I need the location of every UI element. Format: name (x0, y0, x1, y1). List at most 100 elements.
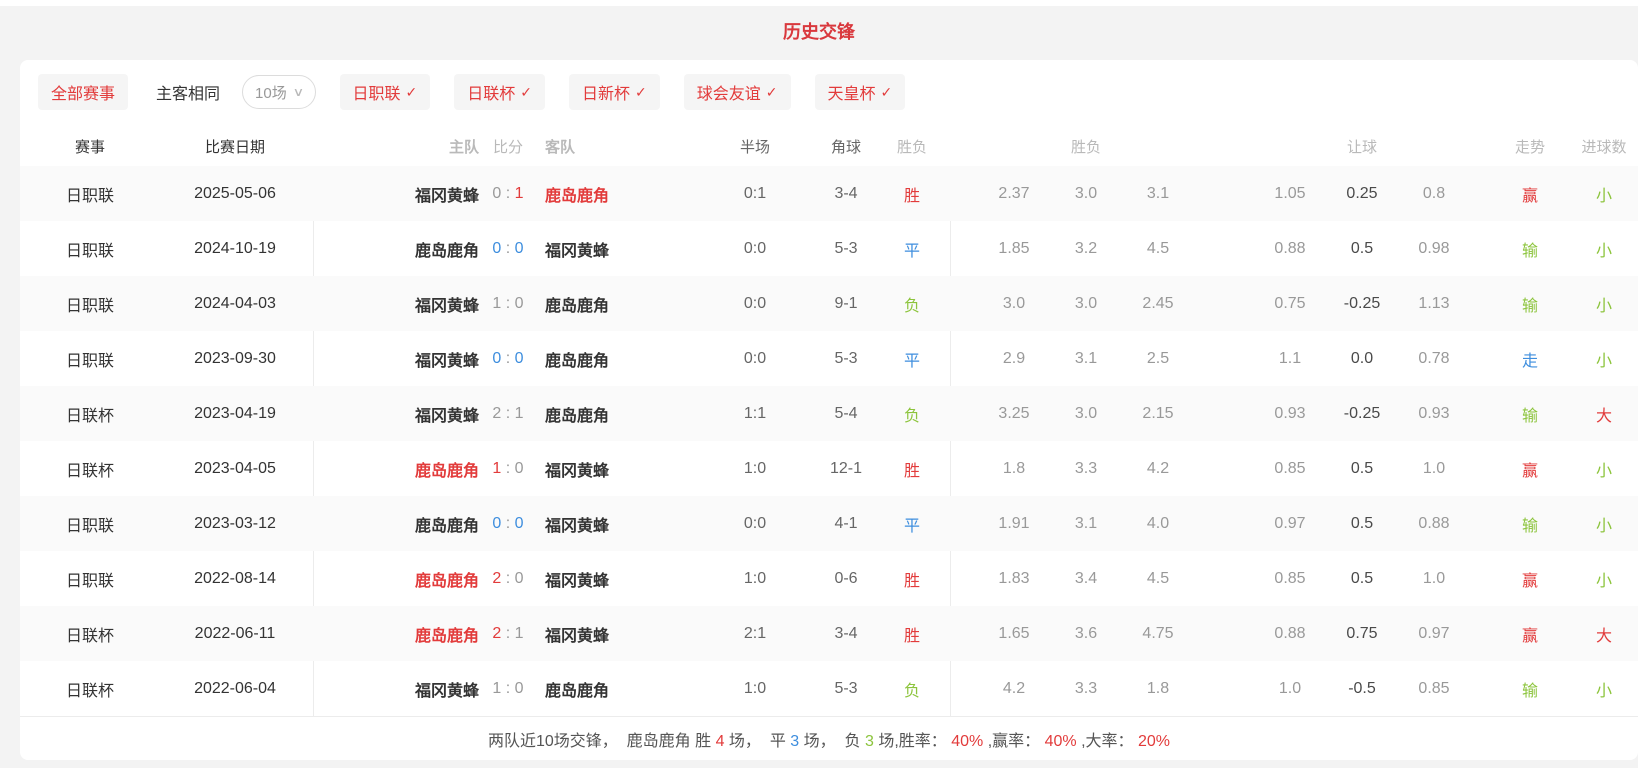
top-strip (0, 0, 1638, 6)
odds-draw: 3.2 (1074, 239, 1098, 257)
match-row[interactable]: 日联杯 2023-04-05 鹿岛鹿角 1 : 0 福冈黄蜂 1:0 12-1 … (20, 441, 1638, 496)
filter-league-label: 日职联 (352, 86, 401, 103)
handicap-away-odds: 0.78 (1418, 349, 1450, 367)
filter-league-label: 天皇杯 (827, 86, 876, 103)
match-row[interactable]: 日职联 2022-08-14 鹿岛鹿角 2 : 0 福冈黄蜂 1:0 0-6 胜… (20, 551, 1638, 606)
away-score: 0 (514, 294, 524, 312)
corner-count: 3-4 (834, 184, 858, 202)
away-team: 鹿岛鹿角 (545, 682, 610, 700)
score-cell: 1 : 0 (483, 295, 533, 313)
table-body: 日职联 2025-05-06 福冈黄蜂 0 : 1 鹿岛鹿角 0:1 3-4 胜… (20, 166, 1638, 716)
handicap-line: -0.5 (1348, 679, 1376, 697)
result-cell: 平 (903, 352, 920, 370)
filter-all-matches-button[interactable]: 全部赛事 (38, 74, 129, 110)
match-row[interactable]: 日职联 2023-03-12 鹿岛鹿角 0 : 0 福冈黄蜂 0:0 4-1 平… (20, 496, 1638, 551)
home-team: 鹿岛鹿角 (414, 627, 479, 645)
score-colon: : (501, 569, 515, 587)
score-colon: : (501, 294, 515, 312)
header-odds-group: 胜负 (1070, 138, 1101, 156)
handicap-line: 0.75 (1346, 624, 1378, 642)
league-cell: 日职联 (65, 352, 114, 370)
match-row[interactable]: 日职联 2023-09-30 福冈黄蜂 0 : 0 鹿岛鹿角 0:0 5-3 平… (20, 331, 1638, 386)
trend-cell: 输 (1521, 242, 1538, 260)
header-handicap-group: 让球 (1346, 138, 1377, 156)
odds-draw: 3.6 (1074, 624, 1098, 642)
away-score: 0 (514, 239, 524, 257)
header-goals: 进球数 (1581, 138, 1627, 156)
away-score: 0 (514, 459, 524, 477)
summary-segment: 20% (1137, 732, 1171, 750)
header-corner: 角球 (830, 138, 861, 156)
filter-league-jleague-cup-button[interactable]: 日联杯 ✓ (454, 74, 546, 110)
halftime-score: 1:0 (743, 459, 767, 477)
handicap-home-odds: 0.93 (1274, 404, 1306, 422)
odds-draw: 3.0 (1074, 294, 1098, 312)
odds-draw: 3.0 (1074, 184, 1098, 202)
home-team: 鹿岛鹿角 (414, 572, 479, 590)
odds-draw: 3.1 (1074, 349, 1098, 367)
page-title: 历史交锋 (783, 22, 855, 42)
filter-league-club-friendly-button[interactable]: 球会友谊 ✓ (683, 74, 791, 110)
date-cell: 2024-04-03 (194, 294, 276, 312)
league-cell: 日职联 (65, 572, 114, 590)
date-cell: 2022-06-04 (194, 679, 276, 697)
handicap-away-odds: 1.0 (1422, 459, 1446, 477)
match-count-select[interactable]: 10场 ∨ (242, 75, 316, 109)
header-home: 主队 (448, 138, 479, 156)
summary-segment: 40% (951, 732, 984, 750)
match-row[interactable]: 日联杯 2023-04-19 福冈黄蜂 2 : 1 鹿岛鹿角 1:1 5-4 负… (20, 386, 1638, 441)
header-score: 比分 (492, 138, 523, 156)
summary-segment: ,赢率： (983, 732, 1045, 750)
odds-win: 3.0 (1002, 294, 1026, 312)
filter-league-emperors-cup-button[interactable]: 天皇杯 ✓ (814, 74, 906, 110)
away-score: 0 (514, 569, 524, 587)
filter-same-venue[interactable]: 主客相同 (156, 86, 221, 103)
odds-draw: 3.0 (1074, 404, 1098, 422)
summary-segment: 4 (715, 732, 725, 750)
odds-win: 3.25 (998, 404, 1030, 422)
score-colon: : (501, 184, 515, 202)
corner-count: 3-4 (834, 624, 858, 642)
handicap-home-odds: 1.0 (1278, 679, 1302, 697)
score-colon: : (501, 404, 515, 422)
score-cell: 2 : 0 (483, 570, 533, 588)
match-row[interactable]: 日联杯 2022-06-04 福冈黄蜂 1 : 0 鹿岛鹿角 1:0 5-3 负… (20, 661, 1638, 716)
away-team: 鹿岛鹿角 (545, 187, 610, 205)
halftime-score: 0:0 (743, 294, 767, 312)
date-cell: 2024-10-19 (194, 239, 276, 257)
trend-cell: 输 (1521, 407, 1538, 425)
result-cell: 胜 (903, 627, 920, 645)
filter-league-label: 球会友谊 (696, 86, 761, 103)
home-team: 福冈黄蜂 (414, 187, 479, 205)
handicap-home-odds: 0.75 (1274, 294, 1306, 312)
match-row[interactable]: 日职联 2025-05-06 福冈黄蜂 0 : 1 鹿岛鹿角 0:1 3-4 胜… (20, 166, 1638, 221)
summary-segment: ,大率： (1076, 732, 1138, 750)
check-icon: ✓ (405, 83, 418, 100)
date-cell: 2022-06-11 (194, 624, 276, 642)
summary-text: 两队近10场交锋， 鹿岛鹿角 胜 4 场， 平 3 场， 负 3 场,胜率： 4… (488, 727, 1170, 751)
filter-league-label: 日新杯 (582, 86, 631, 103)
home-team: 鹿岛鹿角 (414, 517, 479, 535)
home-score: 2 (492, 404, 502, 422)
home-team: 福冈黄蜂 (414, 407, 479, 425)
result-cell: 胜 (903, 462, 920, 480)
odds-win: 1.83 (998, 569, 1030, 587)
filter-league-rixin-cup-button[interactable]: 日新杯 ✓ (569, 74, 660, 110)
handicap-home-odds: 0.85 (1274, 569, 1306, 587)
handicap-line: 0.5 (1350, 514, 1374, 532)
header-halftime: 半场 (739, 138, 770, 156)
home-team: 福冈黄蜂 (414, 352, 479, 370)
corner-count: 5-4 (834, 404, 858, 422)
odds-lose: 2.5 (1146, 349, 1170, 367)
odds-win: 1.85 (998, 239, 1030, 257)
match-row[interactable]: 日职联 2024-10-19 鹿岛鹿角 0 : 0 福冈黄蜂 0:0 5-3 平… (20, 221, 1638, 276)
score-cell: 2 : 1 (483, 625, 533, 643)
handicap-away-odds: 0.88 (1418, 514, 1450, 532)
match-row[interactable]: 日联杯 2022-06-11 鹿岛鹿角 2 : 1 福冈黄蜂 2:1 3-4 胜… (20, 606, 1638, 661)
match-row[interactable]: 日职联 2024-04-03 福冈黄蜂 1 : 0 鹿岛鹿角 0:0 9-1 负… (20, 276, 1638, 331)
filter-league-j1-button[interactable]: 日职联 ✓ (339, 74, 431, 110)
score-cell: 2 : 1 (483, 405, 533, 423)
column-divider (313, 166, 314, 716)
odds-draw: 3.3 (1074, 459, 1098, 477)
goals-cell: 大 (1595, 627, 1612, 645)
